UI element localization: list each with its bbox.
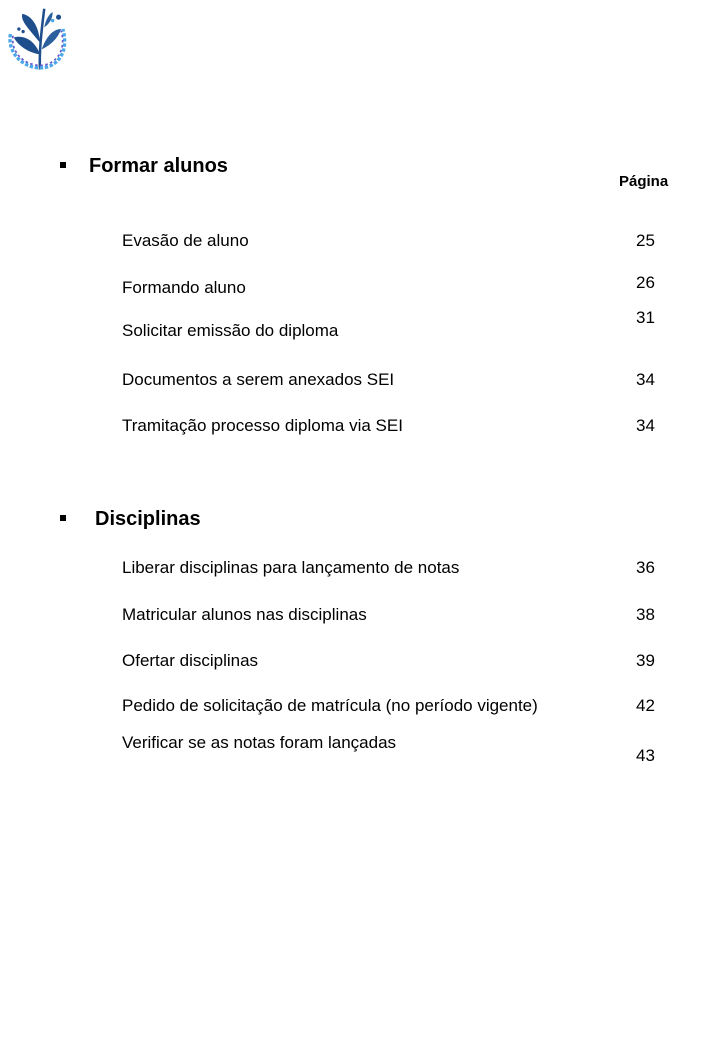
toc-item[interactable]: Solicitar emissão do diploma bbox=[122, 321, 339, 340]
toc-page-number: 43 bbox=[636, 746, 655, 765]
toc-item[interactable]: Verificar se as notas foram lançadas bbox=[122, 733, 397, 752]
toc-page-number: 38 bbox=[636, 605, 655, 624]
toc-page-number: 31 bbox=[636, 308, 655, 327]
toc-page-number: 39 bbox=[636, 651, 655, 670]
toc-page-number: 25 bbox=[636, 231, 655, 250]
toc-item[interactable]: Matricular alunos nas disciplinas bbox=[122, 605, 367, 624]
toc-page-number: 26 bbox=[636, 273, 655, 292]
toc-page-number: 34 bbox=[636, 370, 655, 389]
section-title: Disciplinas bbox=[95, 508, 201, 530]
toc-item[interactable]: Documentos a serem anexados SEI bbox=[122, 370, 395, 389]
toc-item[interactable]: Tramitação processo diploma via SEI bbox=[122, 416, 403, 435]
section-title: Formar alunos bbox=[89, 155, 228, 177]
toc-page-number: 34 bbox=[636, 416, 655, 435]
toc-item[interactable]: Ofertar disciplinas bbox=[122, 651, 259, 670]
section-bullet bbox=[60, 515, 66, 521]
toc-item[interactable]: Evasão de aluno bbox=[122, 231, 249, 250]
toc-item[interactable]: Liberar disciplinas para lançamento de n… bbox=[122, 558, 460, 577]
section-bullet bbox=[60, 162, 66, 168]
toc-item[interactable]: Formando aluno bbox=[122, 278, 246, 297]
toc-page-number: 42 bbox=[636, 696, 655, 715]
page-column-label: Página bbox=[619, 173, 669, 190]
toc-page-number: 36 bbox=[636, 558, 655, 577]
toc-item[interactable]: Pedido de solicitação de matrícula (no p… bbox=[122, 696, 538, 715]
plant-logo-icon bbox=[8, 8, 67, 70]
